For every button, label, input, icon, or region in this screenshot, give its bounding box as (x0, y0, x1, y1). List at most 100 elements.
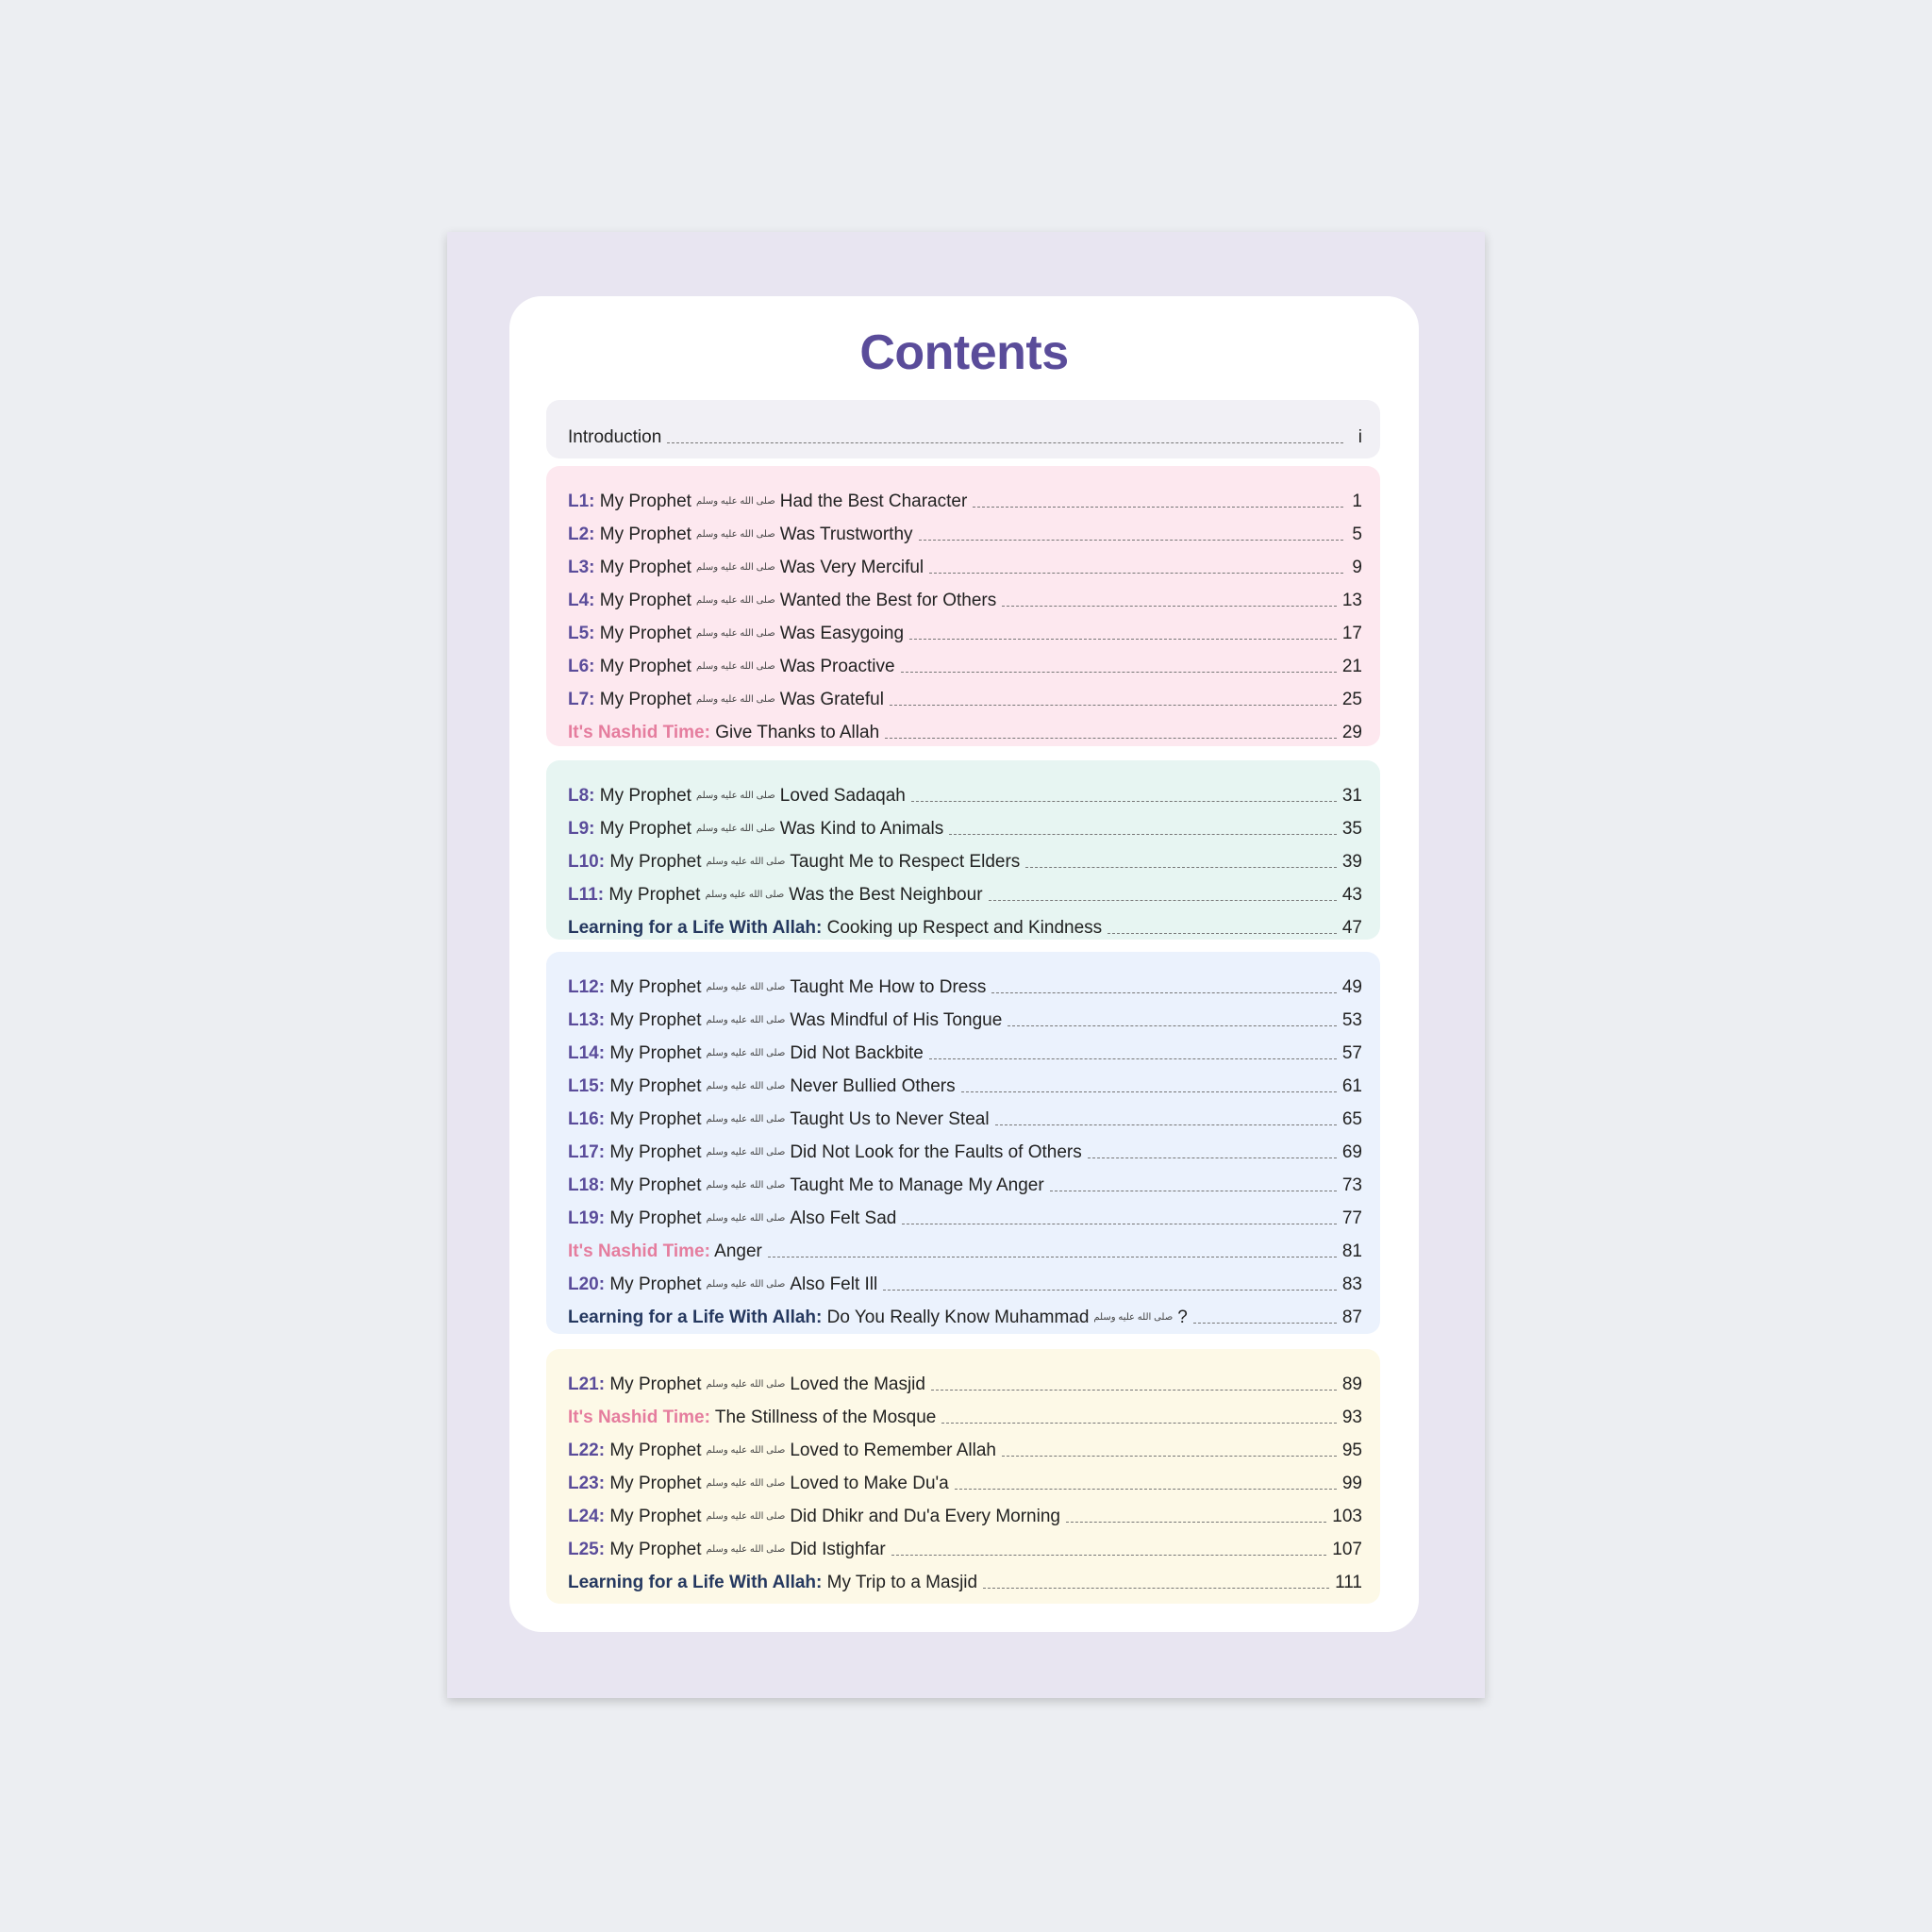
entry-title: L10: My Prophet صلى الله عليه وسلم Taught … (568, 852, 1020, 873)
page-number: 25 (1341, 690, 1362, 709)
toc-entry-lesson[interactable]: L7: My Prophet صلى الله عليه وسلم Was Grat… (568, 677, 1362, 710)
toc-entry-lesson[interactable]: L3: My Prophet صلى الله عليه وسلم Was Very… (568, 545, 1362, 578)
page-number: 1 (1352, 491, 1362, 511)
toc-entry-lesson[interactable]: L18: My Prophet صلى الله عليه وسلم Taught … (568, 1163, 1362, 1196)
section-box-1: L1: My Prophet صلى الله عليه وسلم Had the … (546, 466, 1380, 746)
salawat-glyph: صلى الله عليه وسلم (706, 1445, 786, 1456)
entry-text: Did Not Look for the Faults of Others (790, 1142, 1082, 1162)
salawat-glyph: صلى الله عليه وسلم (695, 661, 775, 672)
entry-my-prophet: My Prophet (609, 1043, 702, 1063)
entry-title: L25: My Prophet صلى الله عليه وسلم Did Ist… (568, 1540, 886, 1560)
page-number: 107 (1332, 1540, 1362, 1559)
dot-leader (988, 900, 1337, 901)
toc-entry-lesson[interactable]: L10: My Prophet صلى الله عليه وسلم Taught … (568, 840, 1362, 873)
toc-entry-nashid[interactable]: It's Nashid Time: Give Thanks to Allah 2… (568, 710, 1362, 743)
entry-title: L18: My Prophet صلى الله عليه وسلم Taught … (568, 1175, 1044, 1196)
entry-my-prophet: My Prophet (609, 977, 702, 997)
page-number: 31 (1341, 786, 1362, 806)
page-number: 99 (1341, 1474, 1362, 1493)
entry-my-prophet: My Prophet (609, 1540, 702, 1559)
book-page: Contents Introduction i L1: My Prophet صل… (447, 232, 1485, 1698)
salawat-glyph: صلى الله عليه وسلم (706, 1180, 786, 1191)
salawat-glyph: صلى الله عليه وسلم (706, 857, 786, 867)
toc-entry-lesson[interactable]: L14: My Prophet صلى الله عليه وسلم Did Not… (568, 1031, 1362, 1064)
entry-my-prophet: My Prophet (609, 1109, 702, 1129)
toc-entry-lesson[interactable]: L19: My Prophet صلى الله عليه وسلم Also Fe… (568, 1196, 1362, 1229)
toc-entry-lesson[interactable]: L24: My Prophet صلى الله عليه وسلم Did Dhi… (568, 1494, 1362, 1527)
page-number: 17 (1341, 624, 1362, 643)
salawat-glyph: صلى الله عليه وسلم (706, 1114, 786, 1124)
toc-entry-life[interactable]: Learning for a Life With Allah: My Trip … (568, 1560, 1362, 1593)
toc-entry-lesson[interactable]: L15: My Prophet صلى الله عليه وسلم Never B… (568, 1064, 1362, 1097)
toc-entry-lesson[interactable]: L9: My Prophet صلى الله عليه وسلم Was Kind… (568, 807, 1362, 840)
entry-my-prophet: My Prophet (609, 1474, 702, 1493)
page-number: 61 (1341, 1076, 1362, 1096)
entry-text: Was Proactive (779, 657, 895, 676)
salawat-glyph: صلى الله عليه وسلم (705, 890, 785, 900)
toc-entry-lesson[interactable]: L12: My Prophet صلى الله عليه وسلم Taught … (568, 965, 1362, 998)
toc-entry-nashid[interactable]: It's Nashid Time: Anger 81 (568, 1229, 1362, 1262)
entry-text: Was Kind to Animals (779, 819, 944, 839)
entry-text: Also Felt Sad (790, 1208, 897, 1228)
toc-entry-lesson[interactable]: L4: My Prophet صلى الله عليه وسلم Wanted t… (568, 578, 1362, 611)
dot-leader (885, 738, 1337, 739)
page-number: 81 (1341, 1241, 1362, 1261)
entry-title: It's Nashid Time: The Stillness of the M… (568, 1407, 936, 1428)
dot-leader (1008, 1025, 1337, 1026)
toc-entry-introduction[interactable]: Introduction i (568, 415, 1362, 448)
toc-entry-lesson[interactable]: L5: My Prophet صلى الله عليه وسلم Was Easy… (568, 611, 1362, 644)
entry-title: L22: My Prophet صلى الله عليه وسلم Loved t… (568, 1441, 996, 1461)
salawat-glyph: صلى الله عليه وسلم (706, 1279, 786, 1290)
toc-entry-lesson[interactable]: L21: My Prophet صلى الله عليه وسلم Loved t… (568, 1362, 1362, 1395)
page-number: 39 (1341, 852, 1362, 872)
entry-title: L7: My Prophet صلى الله عليه وسلم Was Grat… (568, 690, 884, 710)
entry-prefix: Learning for a Life With Allah: (568, 918, 823, 938)
toc-entry-lesson[interactable]: L22: My Prophet صلى الله عليه وسلم Loved t… (568, 1428, 1362, 1461)
entry-title: L9: My Prophet صلى الله عليه وسلم Was Kind… (568, 819, 943, 840)
toc-entry-lesson[interactable]: L2: My Prophet صلى الله عليه وسلم Was Trus… (568, 512, 1362, 545)
entry-text: Do You Really Know Muhammad (826, 1307, 1090, 1327)
salawat-glyph: صلى الله عليه وسلم (706, 1081, 786, 1091)
dot-leader (900, 672, 1337, 673)
entry-my-prophet: My Prophet (599, 690, 691, 709)
toc-entry-lesson[interactable]: L16: My Prophet صلى الله عليه وسلم Taught … (568, 1097, 1362, 1130)
dot-leader (1025, 867, 1337, 868)
entry-prefix: L7: (568, 690, 595, 709)
dot-leader (918, 540, 1343, 541)
toc-entry-lesson[interactable]: L6: My Prophet صلى الله عليه وسلم Was Proa… (568, 644, 1362, 677)
page-number: 103 (1332, 1507, 1362, 1526)
toc-entry-lesson[interactable]: L11: My Prophet صلى الله عليه وسلم Was the… (568, 873, 1362, 906)
entry-prefix: L4: (568, 591, 595, 610)
entry-title: L20: My Prophet صلى الله عليه وسلم Also Fe… (568, 1274, 877, 1295)
salawat-glyph: صلى الله عليه وسلم (695, 496, 775, 507)
entry-text: Anger (714, 1241, 762, 1261)
toc-entry-life[interactable]: Learning for a Life With Allah: Do You R… (568, 1295, 1362, 1328)
dot-leader (910, 801, 1337, 802)
entry-title: Introduction (568, 427, 662, 447)
toc-entry-nashid[interactable]: It's Nashid Time: The Stillness of the M… (568, 1395, 1362, 1428)
salawat-glyph: صلى الله عليه وسلم (706, 1015, 786, 1025)
entry-prefix: L2: (568, 525, 595, 544)
toc-entry-lesson[interactable]: L8: My Prophet صلى الله عليه وسلم Loved Sa… (568, 774, 1362, 807)
dot-leader (1001, 1456, 1337, 1457)
salawat-glyph: صلى الله عليه وسلم (695, 595, 775, 606)
toc-entry-life[interactable]: Learning for a Life With Allah: Cooking … (568, 906, 1362, 939)
toc-entry-lesson[interactable]: L17: My Prophet صلى الله عليه وسلم Did Not… (568, 1130, 1362, 1163)
entry-text: Was Easygoing (779, 624, 905, 643)
page-number: 95 (1341, 1441, 1362, 1460)
toc-entry-lesson[interactable]: L25: My Prophet صلى الله عليه وسلم Did Ist… (568, 1527, 1362, 1560)
toc-entry-lesson[interactable]: L23: My Prophet صلى الله عليه وسلم Loved t… (568, 1461, 1362, 1494)
entry-my-prophet: My Prophet (609, 852, 702, 872)
dot-leader (1192, 1323, 1337, 1324)
entry-text: Loved to Remember Allah (790, 1441, 996, 1460)
dot-leader (930, 1390, 1337, 1391)
toc-entry-lesson[interactable]: L13: My Prophet صلى الله عليه وسلم Was Min… (568, 998, 1362, 1031)
entry-prefix: L15: (568, 1076, 606, 1096)
toc-entry-lesson[interactable]: L20: My Prophet صلى الله عليه وسلم Also Fe… (568, 1262, 1362, 1295)
salawat-glyph: صلى الله عليه وسلم (695, 562, 775, 573)
contents-card: Contents Introduction i L1: My Prophet صل… (509, 296, 1419, 1632)
page-number: 69 (1341, 1142, 1362, 1162)
toc-entry-lesson[interactable]: L1: My Prophet صلى الله عليه وسلم Had the … (568, 479, 1362, 512)
entry-title: L17: My Prophet صلى الله عليه وسلم Did Not… (568, 1142, 1082, 1163)
section-box-3: L12: My Prophet صلى الله عليه وسلم Taught … (546, 952, 1380, 1334)
